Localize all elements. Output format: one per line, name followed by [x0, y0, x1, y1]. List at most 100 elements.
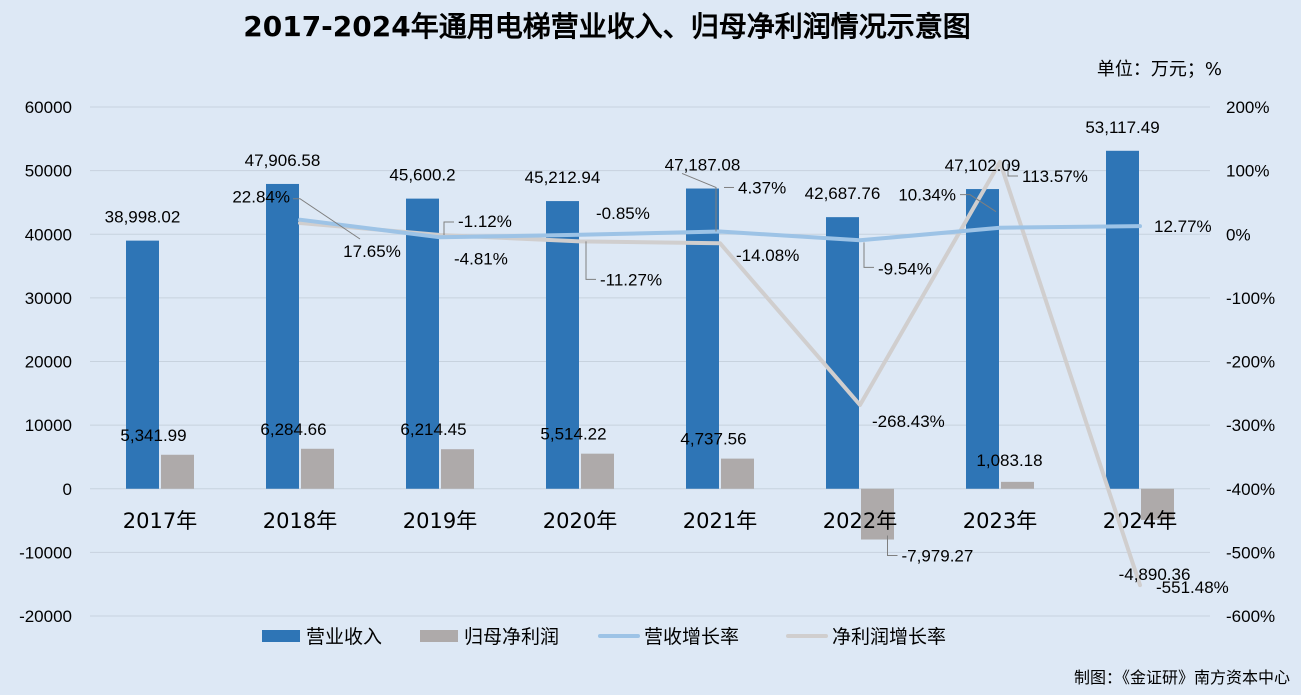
- right-tick-label: -200%: [1226, 353, 1275, 372]
- revenue-value-label: 45,212.94: [525, 168, 601, 187]
- legend-net-profit-swatch: [420, 630, 458, 642]
- right-tick-label: 0%: [1226, 225, 1251, 244]
- revenue-value-label: 42,687.76: [805, 184, 881, 203]
- net-profit-value-label: 6,214.45: [400, 420, 466, 439]
- revenue-bar: [966, 189, 999, 489]
- category-label: 2017年: [123, 509, 197, 533]
- leader-line: [443, 221, 454, 235]
- revenue-bar: [826, 217, 859, 489]
- legend-net-profit-label: 归母净利润: [464, 626, 559, 648]
- category-label: 2020年: [543, 509, 617, 533]
- label-leader-lines: [293, 163, 1018, 557]
- right-tick-label: -400%: [1226, 480, 1275, 499]
- legend-net-profit-growth-label: 净利润增长率: [832, 626, 946, 648]
- left-axis: 60000 50000 40000 30000 20000 10000 0 -10000 -20…: [19, 98, 72, 626]
- left-tick-label: 30000: [25, 289, 72, 308]
- data-labels: 38,998.02 47,906.58 45,600.2 45,212.94 47,18…: [105, 118, 1229, 597]
- leader-line: [887, 535, 898, 557]
- revenue-value-label: 47,187.08: [665, 156, 741, 175]
- revenue-value-label: 47,102.09: [945, 156, 1021, 175]
- net-profit-value-label: 4,737.56: [680, 430, 746, 449]
- net-profit-growth-label: -268.43%: [872, 412, 945, 431]
- right-tick-label: 100%: [1226, 162, 1269, 181]
- left-tick-label: 40000: [25, 225, 72, 244]
- net-profit-growth-label: -14.08%: [736, 246, 799, 265]
- leader-line: [293, 198, 361, 240]
- revenue-bar: [126, 240, 159, 489]
- revenue-value-label: 47,906.58: [245, 151, 321, 170]
- revenue-bar: [686, 188, 719, 489]
- revenue-value-label: 45,600.2: [389, 166, 455, 185]
- revenue-bar: [1106, 150, 1139, 489]
- net-profit-value-label: 5,514.22: [540, 425, 606, 444]
- category-label: 2021年: [683, 509, 757, 533]
- net-profit-bar: [1001, 481, 1034, 489]
- net-profit-growth-label: 113.57%: [1022, 167, 1088, 186]
- right-tick-label: -100%: [1226, 289, 1275, 308]
- revenue-growth-line: [298, 217, 1142, 243]
- revenue-growth-label: 4.37%: [738, 178, 786, 197]
- net-profit-value-label: -7,979.27: [902, 547, 974, 566]
- credit-text: 制图：《金证研》南方资本中心: [1074, 668, 1290, 687]
- right-tick-label: -500%: [1226, 543, 1275, 562]
- net-profit-growth-label: 17.65%: [343, 242, 401, 261]
- left-tick-label: 10000: [25, 416, 72, 435]
- leader-line: [1007, 163, 1018, 177]
- left-tick-label: 0: [63, 480, 72, 499]
- net-profit-growth-label: -11.27%: [600, 270, 662, 289]
- left-tick-label: -20000: [19, 607, 72, 626]
- revenue-value-label: 38,998.02: [105, 208, 181, 227]
- left-tick-label: 50000: [25, 162, 72, 181]
- net-profit-bar: [1141, 488, 1174, 520]
- net-profit-value-label: 5,341.99: [120, 426, 186, 445]
- net-profit-bar: [581, 453, 614, 489]
- leader-line: [681, 173, 717, 232]
- right-tick-label: 200%: [1226, 98, 1269, 117]
- net-profit-growth-label: -1.12%: [458, 212, 512, 231]
- left-tick-label: 60000: [25, 98, 72, 117]
- net-profit-bar: [161, 454, 194, 489]
- bar-series: [126, 150, 1174, 540]
- line-series: [298, 160, 1142, 588]
- leader-line: [863, 242, 874, 268]
- legend-revenue-label: 营业收入: [306, 626, 382, 648]
- net-profit-growth-label: -551.48%: [1156, 578, 1229, 597]
- net-profit-value-label: 1,083.18: [976, 451, 1042, 470]
- left-tick-label: -10000: [19, 543, 72, 562]
- category-label: 2022年: [823, 509, 897, 533]
- revenue-growth-label: -9.54%: [878, 259, 932, 278]
- revenue-bar: [266, 183, 299, 489]
- revenue-bar: [406, 198, 439, 489]
- leader-line: [960, 194, 997, 213]
- left-tick-label: 20000: [25, 353, 72, 372]
- revenue-growth-label: 22.84%: [232, 188, 290, 207]
- leader-line: [585, 241, 596, 280]
- net-profit-bar: [301, 448, 334, 489]
- legend: 营业收入 归母净利润 营收增长率 净利润增长率: [262, 626, 946, 648]
- right-tick-label: -600%: [1226, 607, 1275, 626]
- net-profit-bar: [861, 488, 894, 540]
- right-tick-label: -300%: [1226, 416, 1275, 435]
- revenue-growth-label: -0.85%: [596, 204, 650, 223]
- revenue-growth-label: -4.81%: [454, 249, 508, 268]
- chart-title: 2017-2024年通用电梯营业收入、归母净利润情况示意图: [243, 10, 970, 43]
- revenue-growth-label: 10.34%: [898, 186, 956, 205]
- legend-revenue-growth-label: 营收增长率: [644, 626, 739, 648]
- net-profit-value-label: -4,890.36: [1119, 565, 1191, 584]
- net-profit-bar: [721, 458, 754, 489]
- category-axis: 2017年 2018年 2019年 2020年 2021年 2022年 2023年 2024年: [123, 509, 1177, 533]
- revenue-value-label: 53,117.49: [1085, 118, 1159, 137]
- unit-note: 单位：万元；%: [1097, 59, 1222, 80]
- revenue-bar: [546, 201, 579, 489]
- net-profit-bar: [441, 449, 474, 489]
- net-profit-value-label: 6,284.66: [260, 420, 326, 439]
- right-axis: 200% 100% 0% -100% -200% -300% -400% -500% -600%: [1226, 98, 1275, 626]
- net-profit-growth-line: [298, 160, 1142, 588]
- category-label: 2023年: [963, 509, 1037, 533]
- category-label: 2018年: [263, 509, 337, 533]
- category-label: 2019年: [403, 509, 477, 533]
- revenue-growth-label: 12.77%: [1154, 217, 1212, 236]
- legend-revenue-swatch: [262, 630, 300, 642]
